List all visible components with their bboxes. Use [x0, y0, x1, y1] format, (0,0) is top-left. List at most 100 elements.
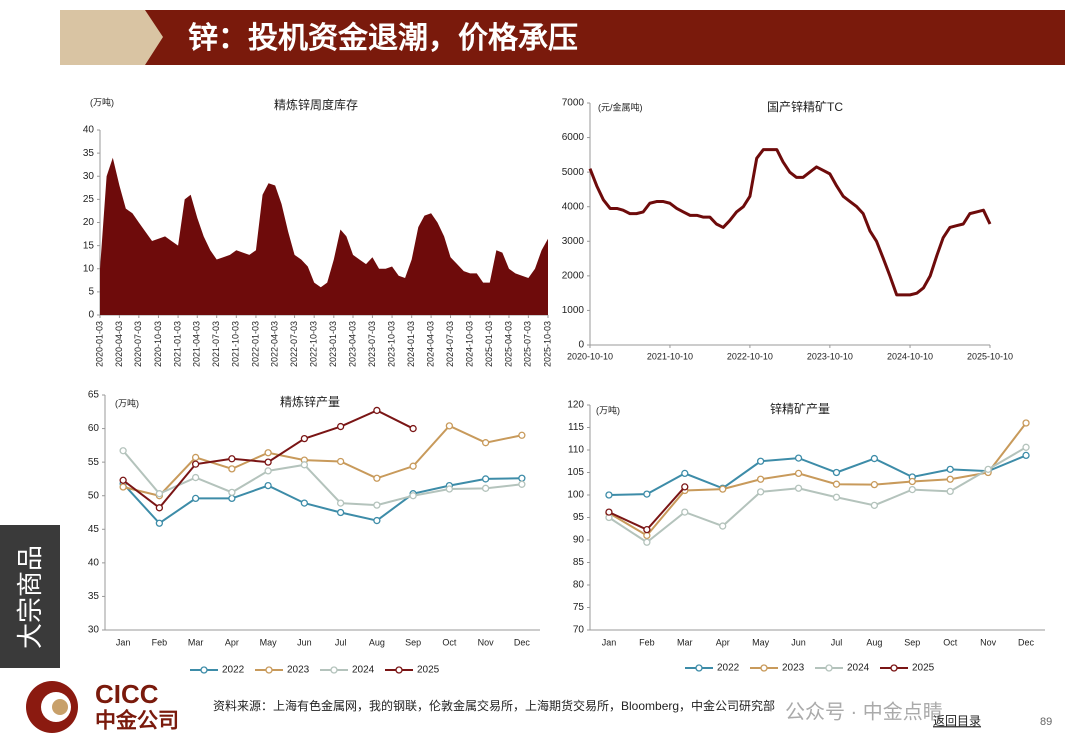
y-tick-label: 5	[88, 287, 94, 298]
x-tick-label: 2022-04-03	[270, 321, 280, 367]
x-tick-label: Aug	[866, 637, 882, 647]
x-tick-label: 2022-10-10	[727, 351, 773, 361]
x-tick-label: 2021-10-10	[647, 351, 693, 361]
legend-label: 2023	[287, 665, 310, 676]
x-tick-label: 2024-01-03	[406, 321, 416, 367]
x-tick-label: 2020-01-03	[94, 321, 104, 367]
x-tick-label: 2020-10-10	[567, 351, 613, 361]
legend-label: 2024	[847, 663, 870, 674]
point	[409, 462, 417, 470]
point	[984, 465, 992, 474]
point	[481, 484, 490, 492]
y-tick-label: 35	[88, 591, 100, 602]
point	[643, 531, 651, 540]
series-line	[122, 477, 522, 525]
point	[481, 439, 490, 447]
chart-title: 精炼锌周度库存	[274, 97, 358, 112]
x-tick-label: 2021-10-03	[231, 321, 241, 367]
x-tick-label: 2023-07-03	[367, 321, 377, 367]
point	[832, 480, 841, 488]
y-tick-label: 95	[573, 512, 585, 523]
series-line	[122, 424, 523, 497]
logo-mark	[52, 699, 68, 715]
x-tick-label: Jul	[831, 637, 843, 647]
x-tick-label: 2024-07-03	[445, 321, 455, 367]
point	[191, 494, 200, 503]
point	[605, 491, 613, 499]
header-tab	[60, 10, 175, 65]
page-number: 89	[1040, 716, 1052, 728]
y-tick-label: 0	[88, 310, 94, 321]
x-tick-label: 2025-10-03	[542, 321, 552, 367]
header-title: 锌：投机资金退潮，价格承压	[188, 21, 578, 55]
y-tick-label: 20	[83, 217, 95, 228]
point	[756, 475, 765, 483]
point	[155, 490, 164, 498]
x-tick-label: May	[260, 637, 278, 647]
x-tick-label: Feb	[152, 637, 168, 647]
x-tick-label: 2025-04-03	[503, 321, 513, 367]
point	[719, 485, 727, 493]
x-tick-label: Apr	[716, 637, 730, 647]
x-tick-label: 2021-01-03	[172, 321, 182, 367]
y-tick-label: 6000	[562, 132, 585, 143]
x-tick-label: Oct	[442, 637, 457, 647]
y-tick-label: 80	[573, 580, 585, 591]
x-tick-label: 2024-10-03	[465, 321, 475, 367]
point	[681, 483, 689, 491]
x-tick-label: Jul	[335, 637, 347, 647]
point	[643, 538, 651, 546]
point	[336, 499, 345, 507]
x-tick-label: Dec	[1018, 637, 1035, 647]
area	[100, 157, 548, 315]
y-tick-label: 35	[83, 148, 95, 159]
point	[946, 487, 954, 496]
legend-label: 2025	[417, 665, 440, 676]
nav-link[interactable]: 返回目录	[933, 714, 981, 728]
y-tick-label: 10	[83, 263, 95, 274]
x-tick-label: 2025-07-03	[523, 321, 533, 367]
x-tick-label: 2021-04-03	[192, 321, 202, 367]
point	[870, 454, 879, 463]
source-note: 资料来源：上海有色金属网，我的钢联，伦敦金属交易所，上海期货交易所，Bloomb…	[213, 698, 775, 713]
y-tick-label: 2000	[562, 270, 585, 281]
x-tick-label: Apr	[225, 637, 239, 647]
y-tick-label: 30	[83, 171, 95, 182]
x-tick-label: Jan	[602, 637, 617, 647]
x-tick-label: 2024-10-10	[887, 351, 933, 361]
y-tick-label: 1000	[562, 305, 585, 316]
chart-title: 国产锌精矿TC	[767, 100, 843, 114]
point	[794, 454, 803, 462]
series-line	[608, 446, 1027, 544]
x-tick-label: Mar	[677, 637, 693, 647]
axis-unit: (元/金属吨)	[598, 101, 643, 112]
series-line	[608, 454, 1027, 496]
point	[336, 508, 345, 517]
legend-marker	[330, 666, 338, 674]
point	[908, 485, 916, 494]
y-tick-label: 90	[573, 535, 585, 546]
x-tick-label: Oct	[943, 637, 958, 647]
point	[155, 504, 164, 512]
x-tick-label: 2022-07-03	[289, 321, 299, 367]
y-tick-label: 115	[568, 422, 584, 433]
side-label: 大宗商品	[15, 545, 45, 649]
x-tick-label: Jan	[116, 637, 131, 647]
point	[946, 475, 954, 483]
x-tick-label: Jun	[791, 637, 806, 647]
y-tick-label: 120	[567, 400, 584, 411]
legend-label: 2022	[222, 665, 245, 676]
point	[336, 422, 345, 431]
line	[588, 148, 992, 297]
y-tick-label: 40	[83, 125, 95, 136]
legend-marker	[890, 664, 898, 672]
point	[643, 490, 651, 498]
y-tick-label: 3000	[562, 236, 585, 247]
point	[228, 494, 236, 503]
logo-cn: 中金公司	[95, 709, 179, 733]
x-tick-label: 2024-04-03	[425, 321, 435, 367]
axis-unit: (万吨)	[596, 404, 620, 415]
point	[373, 474, 381, 482]
watermark: 公众号 · 中金点睛	[785, 700, 943, 723]
point	[794, 484, 803, 492]
